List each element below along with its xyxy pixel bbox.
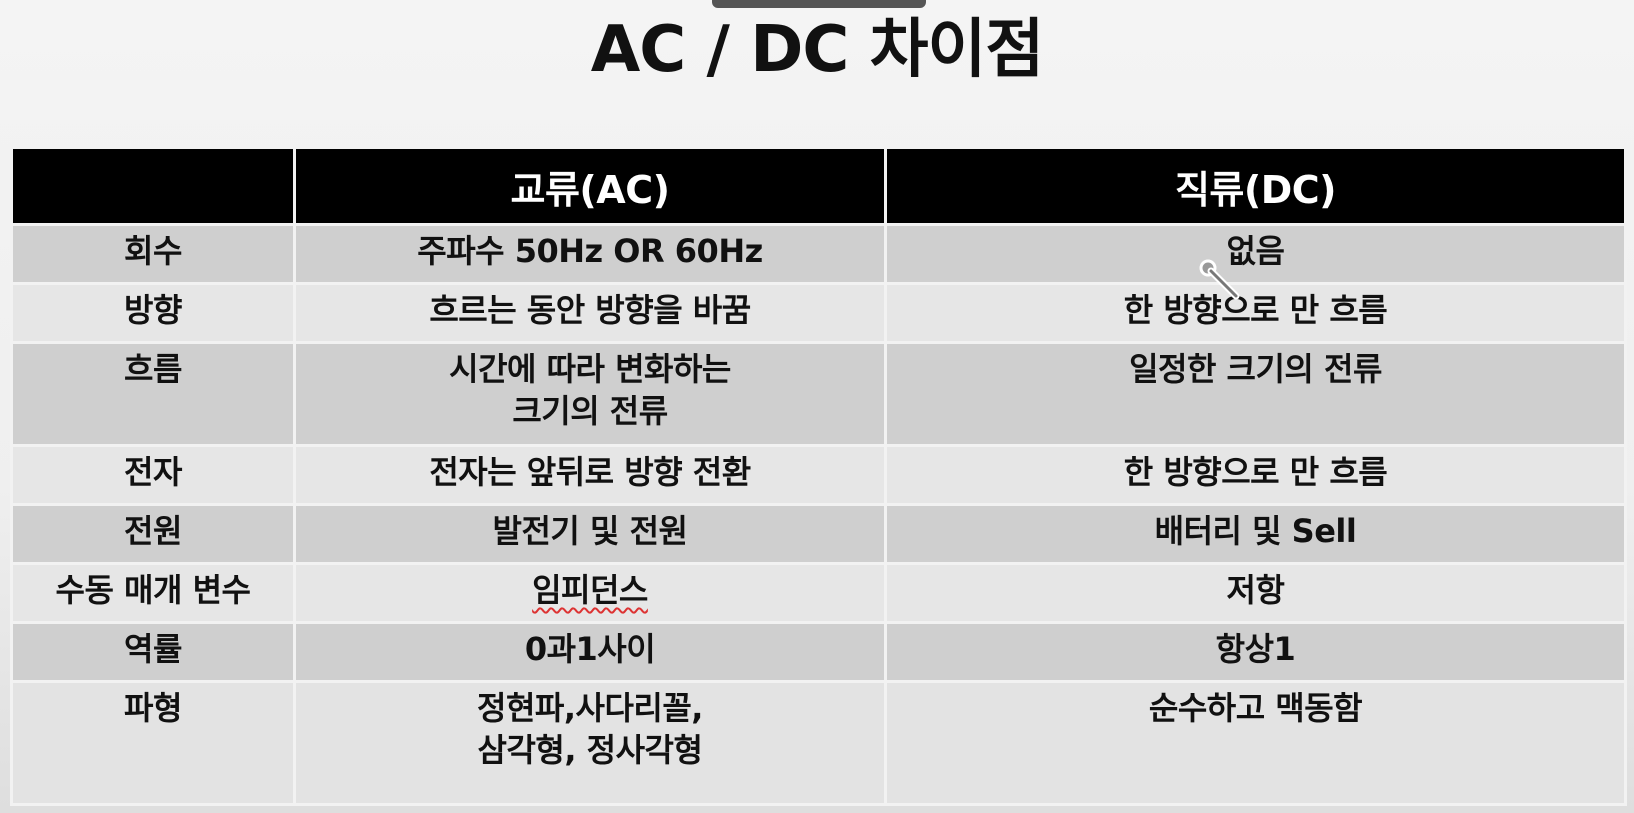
page-title: AC / DC 차이점 [590,13,1044,87]
header-row: 교류(AC) 직류(DC) [10,146,1627,226]
row-label: 역률 [10,621,296,683]
cell-text: 정현파,사다리꼴, [477,689,703,727]
cell-text: 한 방향으로 만 흐름 [1123,291,1388,329]
ac-cell: 시간에 따라 변화하는 크기의 전류 [293,341,887,447]
dc-cell: 순수하고 맥동함 [884,680,1627,806]
table-row: 파형 정현파,사다리꼴, 삼각형, 정사각형 순수하고 맥동함 [10,680,1627,806]
ac-cell: 정현파,사다리꼴, 삼각형, 정사각형 [293,680,887,806]
cell-text: 주파수 50Hz OR 60Hz [417,232,763,270]
table-row: 회수 주파수 50Hz OR 60Hz 없음 [10,223,1627,285]
table-row: 흐름 시간에 따라 변화하는 크기의 전류 일정한 크기의 전류 [10,341,1627,447]
table-row: 전자 전자는 앞뒤로 방향 전환 한 방향으로 만 흐름 [10,444,1627,506]
cell-text: 배터리 및 Sell [1154,512,1357,550]
dc-cell: 일정한 크기의 전류 [884,341,1627,447]
cell-text: 순수하고 맥동함 [1148,689,1363,727]
row-label: 방향 [10,282,296,344]
cell-text: 0과1사이 [524,630,656,668]
row-label: 전원 [10,503,296,565]
row-label: 전자 [10,444,296,506]
header-label-cell [10,146,296,226]
dc-cell: 저항 [884,562,1627,624]
cell-text: 일정한 크기의 전류 [1129,350,1382,388]
row-label: 회수 [10,223,296,285]
table-row: 방향 흐르는 동안 방향을 바꿈 한 방향으로 만 흐름 [10,282,1627,344]
cell-text: 임피던스 [532,571,648,609]
row-label: 파형 [10,680,296,806]
cell-text: 저항 [1226,571,1285,609]
ac-cell: 흐르는 동안 방향을 바꿈 [293,282,887,344]
table-row: 전원 발전기 및 전원 배터리 및 Sell [10,503,1627,565]
cell-text: 발전기 및 전원 [492,512,688,550]
cell-text: 흐르는 동안 방향을 바꿈 [429,291,751,329]
dc-cell: 항상1 [884,621,1627,683]
row-label: 수동 매개 변수 [10,562,296,624]
pen-cursor-icon [1199,259,1240,300]
header-dc: 직류(DC) [884,146,1627,226]
cell-text: 항상1 [1215,630,1296,668]
ac-cell: 임피던스 [293,562,887,624]
comparison-table: 교류(AC) 직류(DC) 회수 주파수 50Hz OR 60Hz 없음 방향 … [10,146,1627,806]
top-handle-bar [712,0,926,8]
cell-text: 삼각형, 정사각형 [477,731,703,769]
dc-cell: 한 방향으로 만 흐름 [884,444,1627,506]
table-row: 역률 0과1사이 항상1 [10,621,1627,683]
dc-cell: 없음 [884,223,1627,285]
ac-cell: 전자는 앞뒤로 방향 전환 [293,444,887,506]
cell-text: 전자는 앞뒤로 방향 전환 [429,453,751,491]
cell-text: 한 방향으로 만 흐름 [1123,453,1388,491]
ac-cell: 0과1사이 [293,621,887,683]
cell-text: 시간에 따라 변화하는 [449,350,731,388]
dc-cell: 한 방향으로 만 흐름 [884,282,1627,344]
cell-text: 없음 [1226,232,1285,270]
header-ac: 교류(AC) [293,146,887,226]
ac-cell: 주파수 50Hz OR 60Hz [293,223,887,285]
cell-text: 크기의 전류 [512,392,668,430]
dc-cell: 배터리 및 Sell [884,503,1627,565]
row-label: 흐름 [10,341,296,447]
table-row: 수동 매개 변수 임피던스 저항 [10,562,1627,624]
ac-cell: 발전기 및 전원 [293,503,887,565]
